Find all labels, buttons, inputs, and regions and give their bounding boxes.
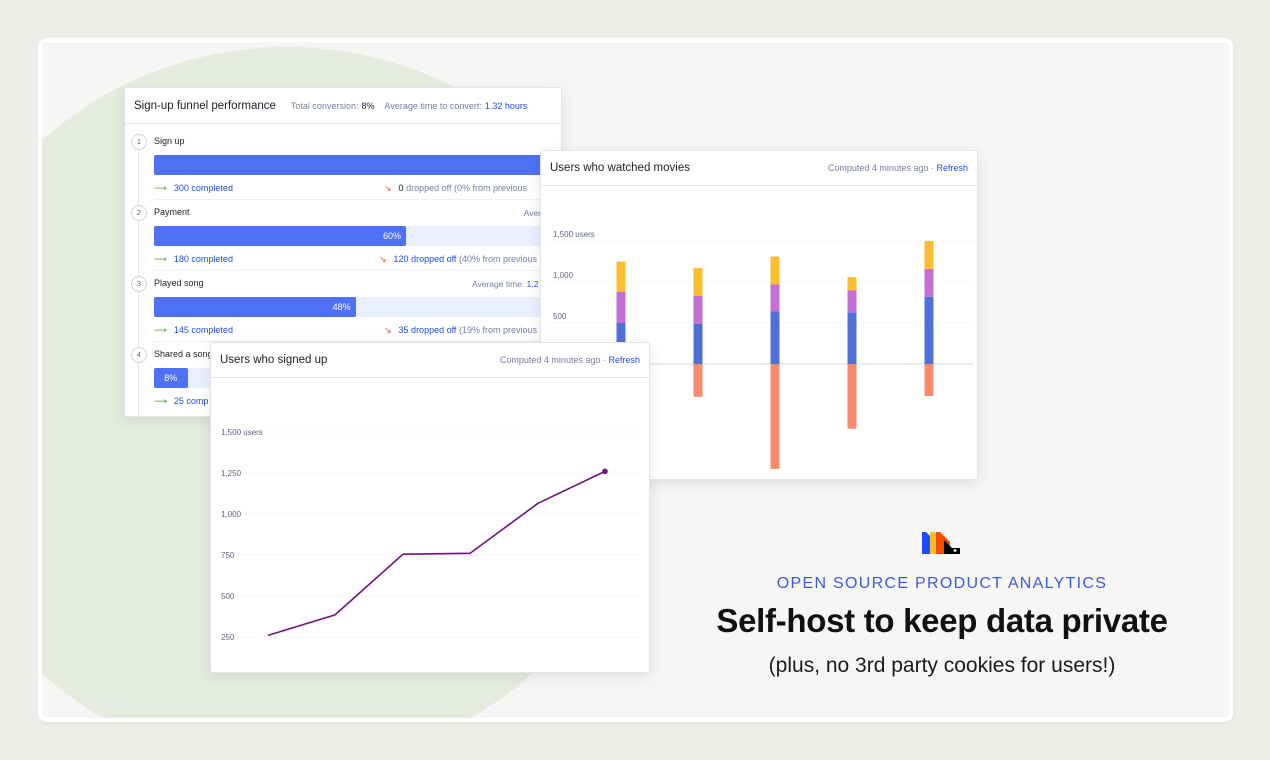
funnel-title: Sign-up funnel performance <box>134 99 276 112</box>
step-dropped-detail: (40% from previous <box>458 254 537 264</box>
bar-segment <box>770 284 780 312</box>
step-average-label: Average time: <box>471 279 525 289</box>
step-name: Sign up <box>154 136 185 146</box>
arrow-right-icon: ⟶ <box>154 396 167 406</box>
step-bar[interactable]: 8% <box>154 368 188 388</box>
signups-chart-header: Users who signed up Computed 4 minutes a… <box>211 343 649 378</box>
step-number: 1 <box>131 134 147 150</box>
total-conversion-label: Total conversion: <box>290 100 359 111</box>
bar-segment <box>616 291 626 323</box>
bar-segment <box>924 268 934 297</box>
step-bar-track: 48% <box>154 297 561 317</box>
arrow-right-icon: ⟶ <box>154 183 167 193</box>
step-number: 2 <box>131 205 147 221</box>
bar-segment <box>847 277 857 291</box>
step-bar[interactable]: 60% <box>154 226 406 246</box>
refresh-link[interactable]: Refresh <box>936 163 968 173</box>
y-tick-label: 1,500 users <box>221 428 263 437</box>
y-tick-label: 500 <box>221 592 235 601</box>
step-dropped-link[interactable]: 35 dropped off <box>398 325 457 335</box>
arrow-right-icon: ⟶ <box>154 325 167 335</box>
bar-segment <box>770 364 780 469</box>
bar-segment <box>847 290 857 313</box>
promo-kicker: OPEN SOURCE PRODUCT ANALYTICS <box>776 575 1108 592</box>
bar-segment <box>847 364 857 429</box>
step-name: Played song <box>154 278 204 288</box>
bar-segment <box>770 256 780 285</box>
y-tick-label: 500 <box>553 312 567 321</box>
promo-headline: Self-host to keep data private <box>716 602 1168 639</box>
movies-chart-header: Users who watched movies Computed 4 minu… <box>541 151 977 186</box>
step-name: Payment <box>154 207 190 217</box>
y-tick-label: 1,250 <box>221 469 242 478</box>
arrow-down-right-icon: ↘ <box>384 325 392 335</box>
signups-chart-title: Users who signed up <box>220 354 328 366</box>
y-tick-label: 250 <box>221 633 235 642</box>
average-time-label: Average time to convert: <box>384 100 482 111</box>
bar-segment <box>924 364 934 396</box>
step-divider <box>154 270 561 271</box>
total-conversion-value: 8% <box>361 100 375 111</box>
y-tick-label: 1,500 users <box>553 230 595 239</box>
average-time-value[interactable]: 1.32 hours <box>484 100 528 111</box>
bar-segment <box>693 268 703 296</box>
data-point <box>602 468 608 475</box>
step-dropped-count[interactable]: 0 <box>398 183 404 193</box>
computed-status: Computed 4 minutes ago · <box>827 163 934 173</box>
movies-chart-card: Users who watched movies Computed 4 minu… <box>540 150 978 480</box>
arrow-down-right-icon: ↘ <box>379 254 387 264</box>
movies-chart-title: Users who watched movies <box>550 162 690 174</box>
bar-segment <box>616 261 626 292</box>
step-bar-track: 60% <box>154 226 561 246</box>
y-tick-label: 1,000 <box>221 510 242 519</box>
step-dropped-link[interactable]: 120 dropped off <box>393 254 457 264</box>
step-name: Shared a song <box>154 349 213 359</box>
step-dropped-detail: (19% from previous <box>458 325 537 335</box>
series-line <box>267 470 606 637</box>
step-completed-link[interactable]: 145 completed <box>173 325 233 335</box>
step-dropped-detail: dropped off (0% from previous <box>406 183 527 193</box>
bar-segment <box>847 312 857 364</box>
computed-status: Computed 4 minutes ago · <box>499 355 606 365</box>
step-divider <box>154 199 561 200</box>
promo-frame: Sign-up funnel performance Total convers… <box>38 38 1233 722</box>
step-bar[interactable]: 48% <box>154 297 356 317</box>
step-bar[interactable]: 100% <box>154 155 561 175</box>
y-tick-label: 750 <box>221 551 235 560</box>
step-completed-link[interactable]: 300 completed <box>173 183 233 193</box>
promo-subline: (plus, no 3rd party cookies for users!) <box>768 654 1116 677</box>
step-divider <box>154 341 561 342</box>
bar-segment <box>924 296 934 364</box>
step-bar-track: 100% <box>154 155 561 175</box>
bar-segment <box>693 364 703 397</box>
bar-segment <box>924 241 934 269</box>
bar-segment <box>693 295 703 324</box>
step-number: 4 <box>131 347 147 363</box>
brand-logo <box>922 532 960 554</box>
step-completed-link[interactable]: 180 completed <box>173 254 233 264</box>
step-number: 3 <box>131 276 147 292</box>
arrow-right-icon: ⟶ <box>154 254 167 264</box>
step-completed-link[interactable]: 25 comp <box>173 396 209 406</box>
signups-chart-card: Users who signed up Computed 4 minutes a… <box>210 342 650 673</box>
bar-segment <box>770 311 780 364</box>
funnel-header: Sign-up funnel performance Total convers… <box>125 88 561 124</box>
refresh-link[interactable]: Refresh <box>608 355 640 365</box>
arrow-down-right-icon: ↘ <box>384 183 392 193</box>
y-tick-label: 1,000 <box>553 271 574 280</box>
bar-segment <box>693 323 703 364</box>
